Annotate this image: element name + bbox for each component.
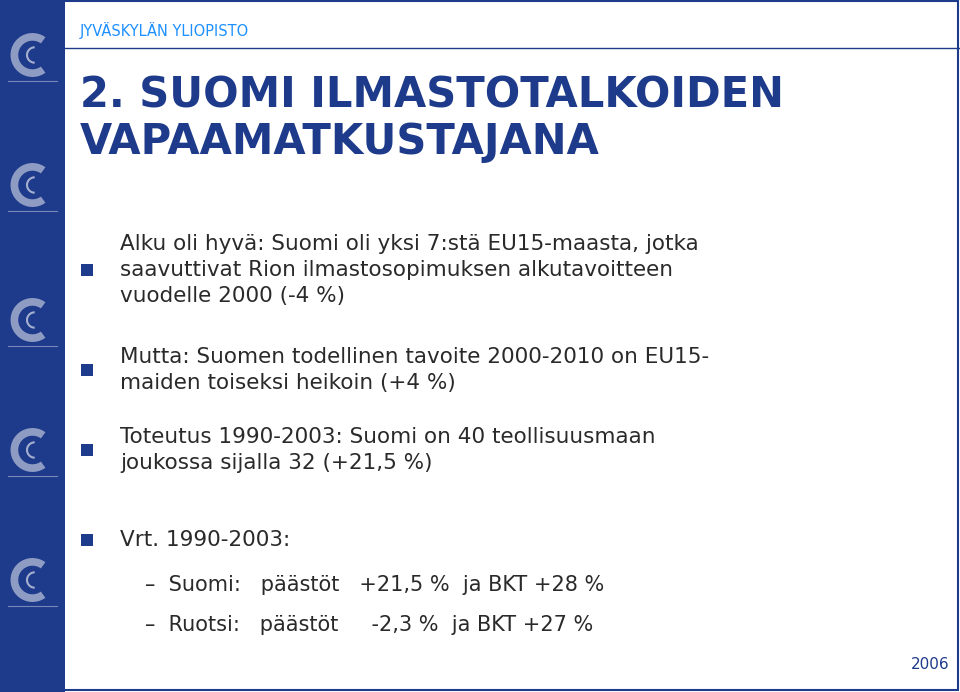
FancyBboxPatch shape [81,534,93,546]
Text: Mutta: Suomen todellinen tavoite 2000-2010 on EU15-
maiden toiseksi heikoin (+4 : Mutta: Suomen todellinen tavoite 2000-20… [120,347,709,393]
Polygon shape [11,558,45,602]
Polygon shape [11,163,45,207]
Text: Alku oli hyvä: Suomi oli yksi 7:stä EU15-maasta, jotka
saavuttivat Rion ilmastos: Alku oli hyvä: Suomi oli yksi 7:stä EU15… [120,235,699,306]
FancyBboxPatch shape [81,364,93,376]
Text: Vrt. 1990-2003:: Vrt. 1990-2003: [120,530,290,550]
Text: Toteutus 1990-2003: Suomi on 40 teollisuusmaan
joukossa sijalla 32 (+21,5 %): Toteutus 1990-2003: Suomi on 40 teollisu… [120,427,656,473]
Polygon shape [11,428,45,472]
Text: 2. SUOMI ILMASTOTALKOIDEN
VAPAAMATKUSTAJANA: 2. SUOMI ILMASTOTALKOIDEN VAPAAMATKUSTAJ… [80,75,784,163]
Polygon shape [11,33,45,77]
FancyBboxPatch shape [0,0,65,692]
FancyBboxPatch shape [81,264,93,276]
Text: –  Ruotsi:   päästöt     -2,3 %  ja BKT +27 %: – Ruotsi: päästöt -2,3 % ja BKT +27 % [145,615,593,635]
FancyBboxPatch shape [81,444,93,456]
Text: –  Suomi:   päästöt   +21,5 %  ja BKT +28 %: – Suomi: päästöt +21,5 % ja BKT +28 % [145,575,604,595]
Polygon shape [11,298,45,342]
Text: JYVÄSKYLÄN YLIOPISTO: JYVÄSKYLÄN YLIOPISTO [80,21,250,39]
Text: 2006: 2006 [911,657,950,672]
